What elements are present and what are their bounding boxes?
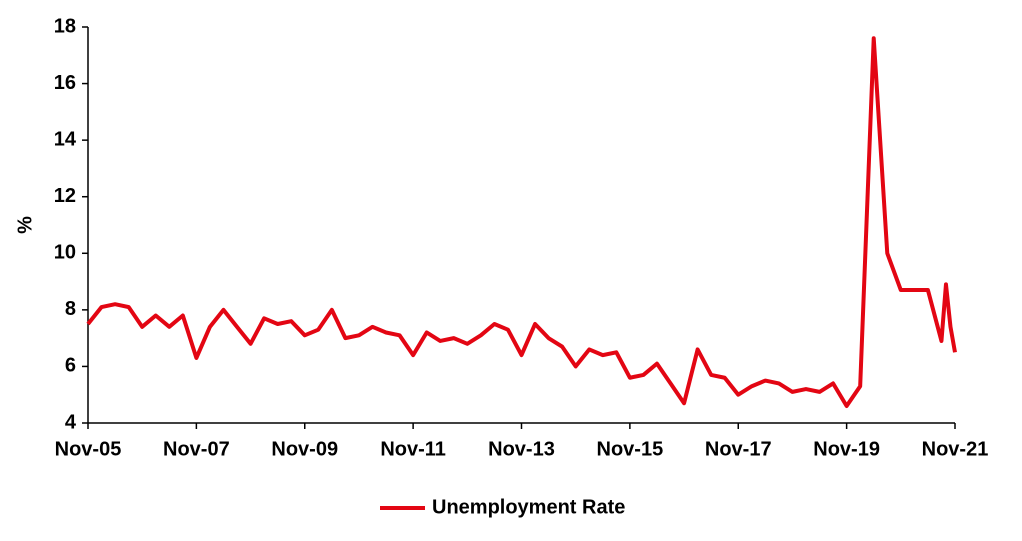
y-tick-label: 12 — [54, 185, 76, 207]
x-tick-label: Nov-11 — [380, 438, 446, 460]
line — [86, 36, 957, 409]
legend-label: Unemployment Rate — [432, 496, 625, 518]
y-tick-label: 8 — [65, 298, 76, 320]
x-tick-label: Nov-13 — [488, 438, 555, 460]
x-tick-label: Nov-05 — [55, 438, 122, 460]
x-tick-label: Nov-19 — [813, 438, 880, 460]
x-tick-label: Nov-15 — [597, 438, 664, 460]
y-tick-label: 10 — [54, 242, 76, 264]
y-axis-label: % — [14, 216, 36, 234]
x-tick-label: Nov-21 — [922, 438, 989, 460]
y-tick-label: 4 — [65, 411, 77, 433]
y-tick-label: 14 — [54, 128, 77, 150]
y-tick-label: 6 — [65, 355, 76, 377]
y-tick-label: 18 — [54, 15, 76, 37]
x-tick-label: Nov-07 — [163, 438, 230, 460]
x-tick-label: Nov-09 — [271, 438, 338, 460]
y-tick-label: 16 — [54, 72, 76, 94]
x-tick-label: Nov-17 — [705, 438, 772, 460]
